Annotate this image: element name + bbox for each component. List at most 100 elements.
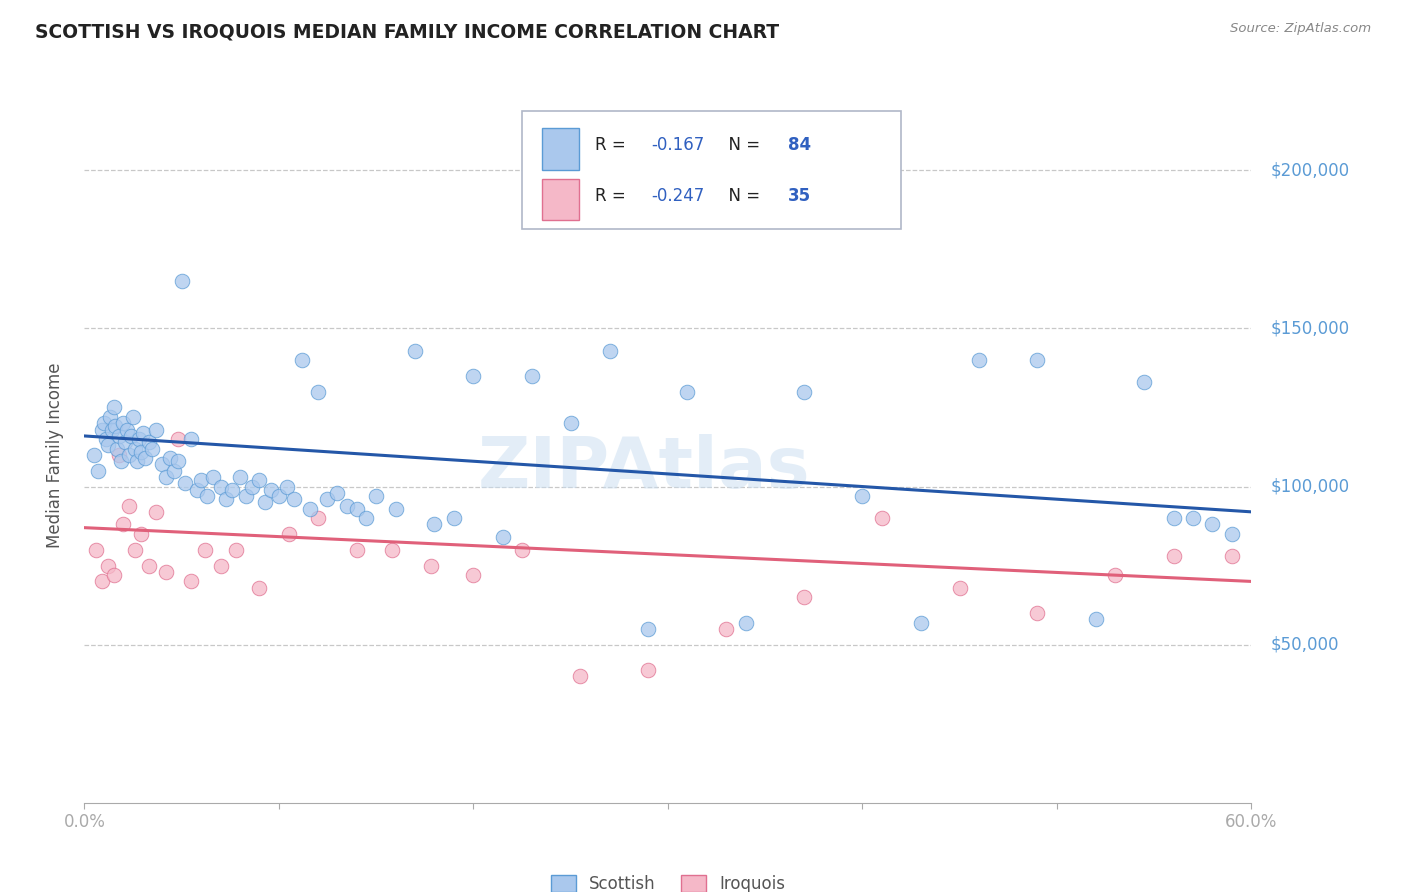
Point xyxy=(103,568,125,582)
Point xyxy=(194,542,217,557)
Point xyxy=(560,417,582,431)
Point xyxy=(1220,549,1243,563)
Point xyxy=(124,542,146,557)
Point xyxy=(145,505,167,519)
Point xyxy=(676,384,699,399)
Point xyxy=(209,558,232,573)
Text: Source: ZipAtlas.com: Source: ZipAtlas.com xyxy=(1230,22,1371,36)
Point xyxy=(851,489,873,503)
Point xyxy=(491,530,513,544)
Point xyxy=(159,451,181,466)
Point xyxy=(291,353,314,368)
Point xyxy=(163,464,186,478)
Point xyxy=(1026,606,1049,620)
Point xyxy=(138,558,160,573)
Point xyxy=(569,669,592,683)
Point xyxy=(870,511,893,525)
Text: $200,000: $200,000 xyxy=(1271,161,1350,179)
Point xyxy=(949,581,972,595)
Point xyxy=(520,368,543,383)
Point xyxy=(90,423,112,437)
Point xyxy=(103,401,125,415)
Point xyxy=(94,432,117,446)
Point xyxy=(384,501,406,516)
Point xyxy=(225,542,247,557)
Point xyxy=(108,448,131,462)
Point xyxy=(209,479,232,493)
Point xyxy=(247,473,270,487)
Point xyxy=(260,483,283,497)
Point xyxy=(104,419,127,434)
Point xyxy=(166,454,188,468)
Point xyxy=(125,454,148,468)
Point xyxy=(346,501,368,516)
Point xyxy=(174,476,197,491)
Point xyxy=(170,274,193,288)
Point xyxy=(637,622,659,636)
Point xyxy=(910,615,932,630)
Point xyxy=(240,479,263,493)
Point xyxy=(150,458,173,472)
Point xyxy=(443,511,465,525)
FancyBboxPatch shape xyxy=(522,111,901,229)
Point xyxy=(356,511,378,525)
Point xyxy=(122,409,145,424)
Point xyxy=(346,542,368,557)
Point xyxy=(307,511,329,525)
Text: -0.167: -0.167 xyxy=(651,136,704,154)
Text: ZIPAtlas: ZIPAtlas xyxy=(478,434,811,503)
Point xyxy=(1163,511,1185,525)
Text: R =: R = xyxy=(596,187,631,205)
Point xyxy=(84,542,107,557)
Text: SCOTTISH VS IROQUOIS MEDIAN FAMILY INCOME CORRELATION CHART: SCOTTISH VS IROQUOIS MEDIAN FAMILY INCOM… xyxy=(35,22,779,41)
Point xyxy=(1104,568,1126,582)
Point xyxy=(637,663,659,677)
Point xyxy=(1201,517,1223,532)
FancyBboxPatch shape xyxy=(541,179,579,220)
Point xyxy=(141,442,163,456)
Point xyxy=(967,353,990,368)
Point xyxy=(1084,612,1107,626)
Point xyxy=(93,417,115,431)
Point xyxy=(201,470,224,484)
Point xyxy=(283,492,305,507)
Text: 35: 35 xyxy=(787,187,811,205)
Point xyxy=(734,615,756,630)
Point xyxy=(145,423,167,437)
Point xyxy=(1181,511,1204,525)
Point xyxy=(87,464,110,478)
Point xyxy=(186,483,208,497)
Text: N =: N = xyxy=(718,136,765,154)
Text: $50,000: $50,000 xyxy=(1271,636,1340,654)
Point xyxy=(1133,375,1156,389)
Point xyxy=(112,517,135,532)
Point xyxy=(276,479,298,493)
Point xyxy=(510,542,533,557)
Point xyxy=(463,568,485,582)
Text: 84: 84 xyxy=(787,136,811,154)
Point xyxy=(221,483,243,497)
FancyBboxPatch shape xyxy=(541,128,579,169)
Point xyxy=(235,489,257,503)
Point xyxy=(267,489,290,503)
Point xyxy=(134,451,156,466)
Point xyxy=(316,492,339,507)
Text: R =: R = xyxy=(596,136,631,154)
Point xyxy=(336,499,359,513)
Point xyxy=(166,432,188,446)
Point xyxy=(98,409,121,424)
Point xyxy=(100,423,122,437)
Point xyxy=(112,417,135,431)
Point xyxy=(138,435,160,450)
Point xyxy=(793,384,815,399)
Point xyxy=(180,432,202,446)
Text: $100,000: $100,000 xyxy=(1271,477,1350,496)
Point xyxy=(190,473,212,487)
Point xyxy=(118,448,141,462)
Point xyxy=(298,501,321,516)
Point xyxy=(180,574,202,589)
Point xyxy=(366,489,388,503)
Point xyxy=(1026,353,1049,368)
Point xyxy=(129,527,152,541)
Point xyxy=(215,492,238,507)
